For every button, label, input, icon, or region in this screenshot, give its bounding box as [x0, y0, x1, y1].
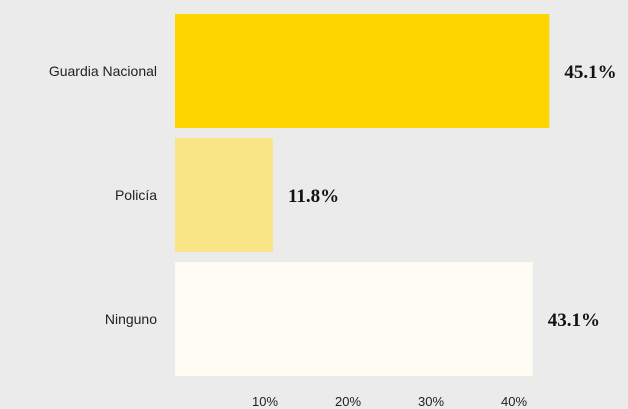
x-axis-ticks: 10% 20% 30% 40%	[252, 394, 527, 409]
category-label: Guardia Nacional	[49, 63, 157, 79]
category-label: Policía	[115, 187, 157, 203]
bar-1	[175, 138, 273, 252]
x-tick-label: 30%	[418, 394, 444, 409]
bar-2	[175, 262, 533, 376]
x-tick-label: 10%	[252, 394, 278, 409]
data-label: 11.8%	[288, 186, 339, 207]
data-label: 45.1%	[564, 62, 616, 83]
category-label: Ninguno	[105, 311, 157, 327]
bars	[175, 14, 550, 376]
data-labels: 45.1% 11.8% 43.1%	[288, 62, 617, 331]
x-tick-label: 40%	[501, 394, 527, 409]
x-tick-label: 20%	[335, 394, 361, 409]
bar-0	[175, 14, 550, 128]
data-label: 43.1%	[548, 310, 600, 331]
category-labels: Guardia Nacional Policía Ninguno	[49, 63, 157, 327]
